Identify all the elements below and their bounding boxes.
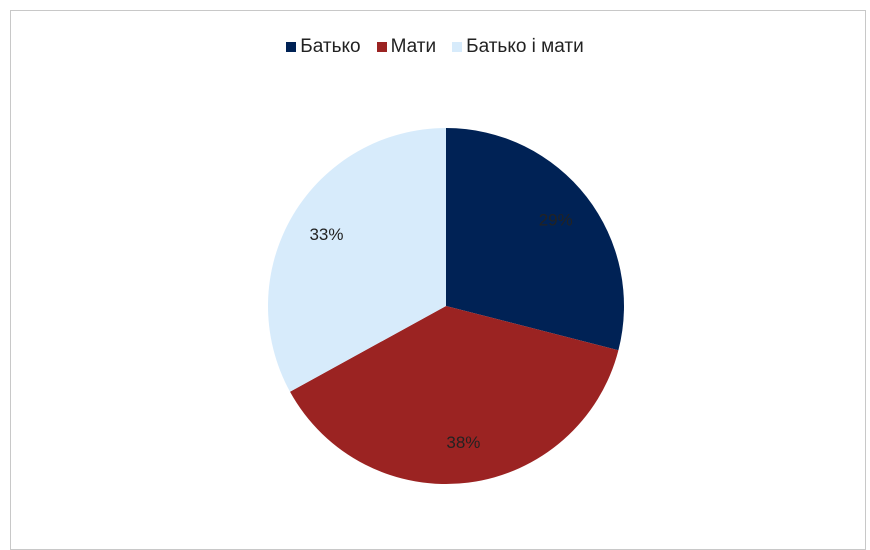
legend-swatch: [376, 42, 387, 52]
pie-slice: [268, 128, 446, 392]
data-label: 29%: [539, 210, 573, 229]
legend: Батько Мати Батько і мати: [0, 36, 870, 58]
legend-label: Батько: [300, 36, 361, 57]
chart: 29% 38% 33%: [268, 128, 624, 484]
legend-item: Мати: [376, 36, 437, 58]
data-label: 38%: [446, 433, 480, 452]
legend-item: Батько: [286, 36, 361, 58]
legend-label: Батько і мати: [466, 36, 584, 57]
legend-label: Мати: [390, 36, 437, 57]
legend-swatch: [286, 42, 297, 52]
pie-slice: [290, 306, 619, 484]
data-label: 33%: [309, 225, 343, 244]
pie-slice: [446, 128, 624, 351]
legend-swatch: [452, 42, 463, 52]
legend-item: Батько і мати: [452, 36, 584, 58]
